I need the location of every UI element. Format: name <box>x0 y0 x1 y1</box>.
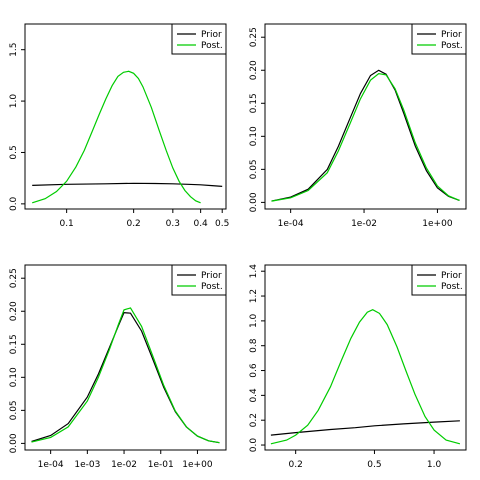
y-tick-label: 0.2 <box>249 413 259 427</box>
plot-frame <box>24 264 227 451</box>
plot-frame <box>264 264 467 451</box>
plot-frame <box>264 23 467 210</box>
series-line-prior <box>271 69 460 202</box>
legend-label: Prior <box>441 271 462 281</box>
y-tick-label: 1.2 <box>249 289 259 303</box>
x-tick-label: 1e-01 <box>148 460 174 470</box>
x-tick-label: 1e-04 <box>278 219 304 229</box>
legend-label: Prior <box>441 30 462 40</box>
x-tick-label: 0.4 <box>193 219 208 229</box>
legend-box <box>411 264 467 296</box>
x-tick-label: 0.2 <box>126 219 140 229</box>
chart-panel-4: 0.2 0.5 1.0 0.0 0.2 0.4 0.6 0.8 1.0 1.2 1.4 PriorPo… <box>249 264 467 470</box>
x-tick-label: 0.1 <box>59 219 73 229</box>
series-line-post <box>31 307 220 444</box>
chart-panel-2: 1e-04 1e-02 1e+00 0.00 0.05 0.10 0.15 0.20 0.25 P… <box>249 23 467 229</box>
x-tick-label: 0.2 <box>289 460 303 470</box>
y-tick-label: 1.0 <box>9 94 19 109</box>
y-tick-label: 0.15 <box>9 334 19 354</box>
x-tick-label: 1.0 <box>427 460 442 470</box>
y-tick-label: 0.20 <box>249 60 259 80</box>
series-line-post <box>270 309 461 445</box>
y-tick-label: 0.00 <box>249 192 259 212</box>
y-tick-label: 0.05 <box>249 159 259 179</box>
legend-label: Post. <box>201 282 223 292</box>
plot-frame <box>24 23 227 210</box>
y-tick-label: 0.20 <box>9 301 19 321</box>
legend-box <box>171 264 227 296</box>
y-tick-label: 1.0 <box>249 313 259 328</box>
y-tick-label: 0.4 <box>249 388 259 403</box>
x-tick-label: 1e-02 <box>351 219 377 229</box>
legend-label: Prior <box>201 271 222 281</box>
x-tick-label: 1e-04 <box>38 460 64 470</box>
legend-label: Post. <box>441 41 463 51</box>
x-tick-label: 1e-02 <box>111 460 137 470</box>
x-tick-label: 0.3 <box>166 219 180 229</box>
y-tick-label: 0.05 <box>9 400 19 420</box>
y-tick-label: 0.25 <box>9 268 19 288</box>
series-line-post <box>271 72 460 202</box>
y-tick-label: 0.6 <box>249 363 259 378</box>
y-tick-label: 0.15 <box>249 93 259 113</box>
y-tick-label: 0.5 <box>9 145 19 159</box>
y-tick-label: 0.0 <box>9 196 19 211</box>
y-tick-label: 0.10 <box>249 126 259 146</box>
x-tick-label: 1e-03 <box>74 460 100 470</box>
y-tick-label: 0.10 <box>9 367 19 387</box>
legend-label: Post. <box>441 282 463 292</box>
y-tick-label: 0.25 <box>249 27 259 47</box>
x-tick-label: 0.5 <box>367 460 381 470</box>
legend-label: Post. <box>201 41 223 51</box>
legend-label: Prior <box>201 30 222 40</box>
legend-box <box>171 23 227 55</box>
legend-box <box>411 23 467 55</box>
chart-panel-3: 1e-04 1e-03 1e-02 1e-01 1e+00 0.00 0.05 0.10 0.1… <box>9 264 227 470</box>
series-line-prior <box>32 182 223 187</box>
y-tick-label: 0.8 <box>249 338 259 353</box>
series-line-prior <box>31 311 220 444</box>
x-tick-label: 0.5 <box>215 219 229 229</box>
x-tick-label: 1e+00 <box>422 219 453 229</box>
series-line-prior <box>270 420 460 436</box>
x-tick-label: 1e+00 <box>182 460 213 470</box>
series-line-post <box>32 70 201 204</box>
y-tick-label: 0.00 <box>9 433 19 453</box>
y-tick-label: 1.5 <box>9 43 19 57</box>
y-tick-label: 0.0 <box>249 438 259 453</box>
y-tick-label: 1.4 <box>249 264 259 279</box>
